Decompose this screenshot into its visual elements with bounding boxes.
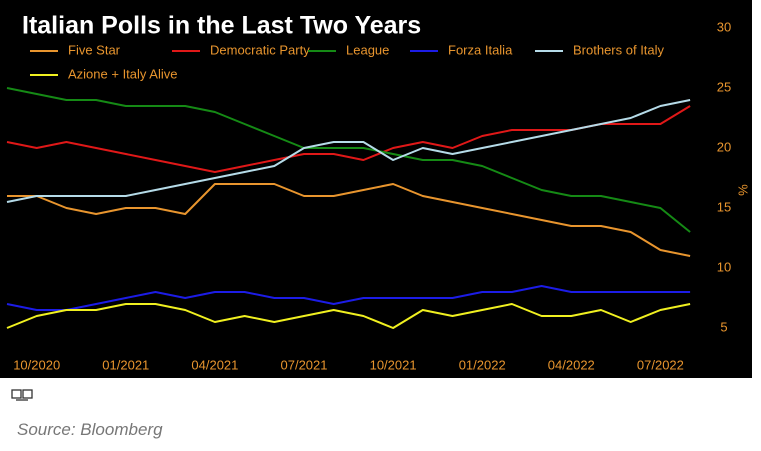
legend-label: Forza Italia — [448, 42, 513, 57]
y-tick-label: 10 — [717, 259, 731, 274]
x-tick-label: 10/2021 — [370, 357, 417, 372]
x-tick-label: 04/2022 — [548, 357, 595, 372]
series-line — [7, 183, 691, 257]
legend-label: Five Star — [68, 42, 121, 57]
chart-title: Italian Polls in the Last Two Years — [22, 12, 421, 40]
y-axis-label: % — [736, 184, 751, 196]
series-line — [6, 285, 691, 311]
series-line — [6, 87, 691, 233]
series-line — [6, 99, 691, 203]
x-tick-label: 07/2021 — [281, 357, 328, 372]
x-tick-label: 10/2020 — [13, 357, 60, 372]
y-tick-label: 15 — [717, 199, 731, 214]
x-tick-label: 01/2021 — [102, 357, 149, 372]
legend-label: Democratic Party — [210, 42, 310, 57]
legend-label: Azione + Italy Alive — [68, 66, 177, 81]
source: Source: Bloomberg — [17, 420, 163, 439]
y-tick-label: 20 — [717, 139, 731, 154]
x-tick-label: 07/2022 — [637, 357, 684, 372]
x-tick-label: 01/2022 — [459, 357, 506, 372]
legend-label: Brothers of Italy — [573, 42, 665, 57]
y-tick-label: 25 — [717, 79, 731, 94]
x-tick-label: 04/2021 — [191, 357, 238, 372]
y-tick-label: 5 — [720, 319, 727, 334]
expand-icon[interactable] — [11, 388, 35, 404]
legend-label: League — [346, 42, 389, 57]
y-tick-label: 30 — [717, 19, 731, 34]
chart-background — [0, 0, 752, 378]
series-line — [6, 303, 691, 329]
chart: Italian Polls in the Last Two Years 5 10 1… — [0, 0, 752, 378]
